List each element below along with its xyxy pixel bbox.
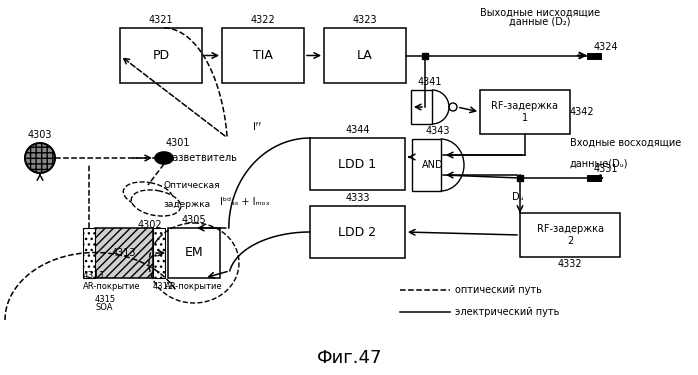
Text: 4302: 4302 — [138, 220, 163, 230]
Bar — [95, 228, 153, 278]
Text: данные(Dᵤ): данные(Dᵤ) — [570, 158, 628, 168]
Text: Выходные нисходящие: Выходные нисходящие — [480, 8, 600, 18]
Text: 4343: 4343 — [426, 126, 450, 136]
Bar — [310, 138, 405, 190]
Text: 4323: 4323 — [352, 15, 378, 25]
Bar — [324, 28, 406, 83]
Text: 4322: 4322 — [251, 15, 276, 25]
Text: AR-покрытие: AR-покрытие — [83, 282, 140, 291]
Text: LA: LA — [357, 49, 373, 62]
Text: 4324: 4324 — [594, 42, 618, 51]
Text: 4301: 4301 — [166, 138, 191, 148]
Bar — [222, 28, 304, 83]
Text: оптический путь: оптический путь — [455, 285, 542, 295]
Text: Входные восходящие: Входные восходящие — [570, 138, 681, 148]
Text: Dᵤ: Dᵤ — [512, 192, 524, 202]
Bar — [168, 228, 220, 278]
Text: Iᶠᶠ: Iᶠᶠ — [253, 122, 262, 132]
Text: TIA: TIA — [253, 49, 273, 62]
Text: 4342: 4342 — [570, 107, 595, 117]
Text: EM: EM — [185, 246, 203, 259]
Text: Оптическая: Оптическая — [163, 181, 220, 190]
Text: LDD 1: LDD 1 — [339, 158, 376, 171]
Bar — [120, 28, 202, 83]
Text: PD: PD — [152, 49, 170, 62]
Bar — [83, 228, 95, 278]
Text: 4311: 4311 — [83, 271, 106, 280]
Text: 4341: 4341 — [417, 77, 443, 87]
Bar — [153, 228, 165, 278]
Text: AR-покрытие: AR-покрытие — [165, 282, 223, 291]
Text: данные (D₂): данные (D₂) — [510, 17, 571, 27]
Text: Iᵇᵈₐₛ + Iₘₒₓ: Iᵇᵈₐₛ + Iₘₒₓ — [220, 197, 270, 207]
Text: LDD 2: LDD 2 — [339, 225, 376, 238]
Text: RF-задержка
1: RF-задержка 1 — [491, 101, 558, 123]
Text: электрический путь: электрический путь — [455, 307, 559, 317]
Bar — [411, 90, 432, 124]
Text: 4315: 4315 — [95, 295, 116, 304]
Text: 4331: 4331 — [594, 164, 618, 174]
Text: Фиг.47: Фиг.47 — [318, 349, 383, 367]
Text: 4312: 4312 — [153, 282, 174, 291]
Bar — [412, 139, 440, 191]
Text: 4333: 4333 — [346, 193, 370, 203]
Ellipse shape — [155, 152, 173, 164]
Text: AND: AND — [422, 160, 444, 170]
Text: 4313: 4313 — [112, 248, 136, 258]
Text: задержка: задержка — [163, 200, 210, 209]
Text: 4321: 4321 — [149, 15, 173, 25]
Ellipse shape — [25, 143, 55, 173]
Text: 4303: 4303 — [28, 130, 52, 140]
Text: RF-задержка
2: RF-задержка 2 — [537, 224, 604, 246]
Text: 4305: 4305 — [181, 215, 207, 225]
Ellipse shape — [131, 190, 181, 216]
Ellipse shape — [124, 182, 172, 208]
Bar — [310, 206, 405, 258]
Text: разветвитель: разветвитель — [166, 153, 237, 163]
Bar — [480, 90, 570, 134]
Text: SOA: SOA — [95, 303, 112, 312]
Bar — [520, 213, 620, 257]
Text: 4344: 4344 — [346, 125, 370, 135]
Text: 4332: 4332 — [558, 259, 582, 269]
